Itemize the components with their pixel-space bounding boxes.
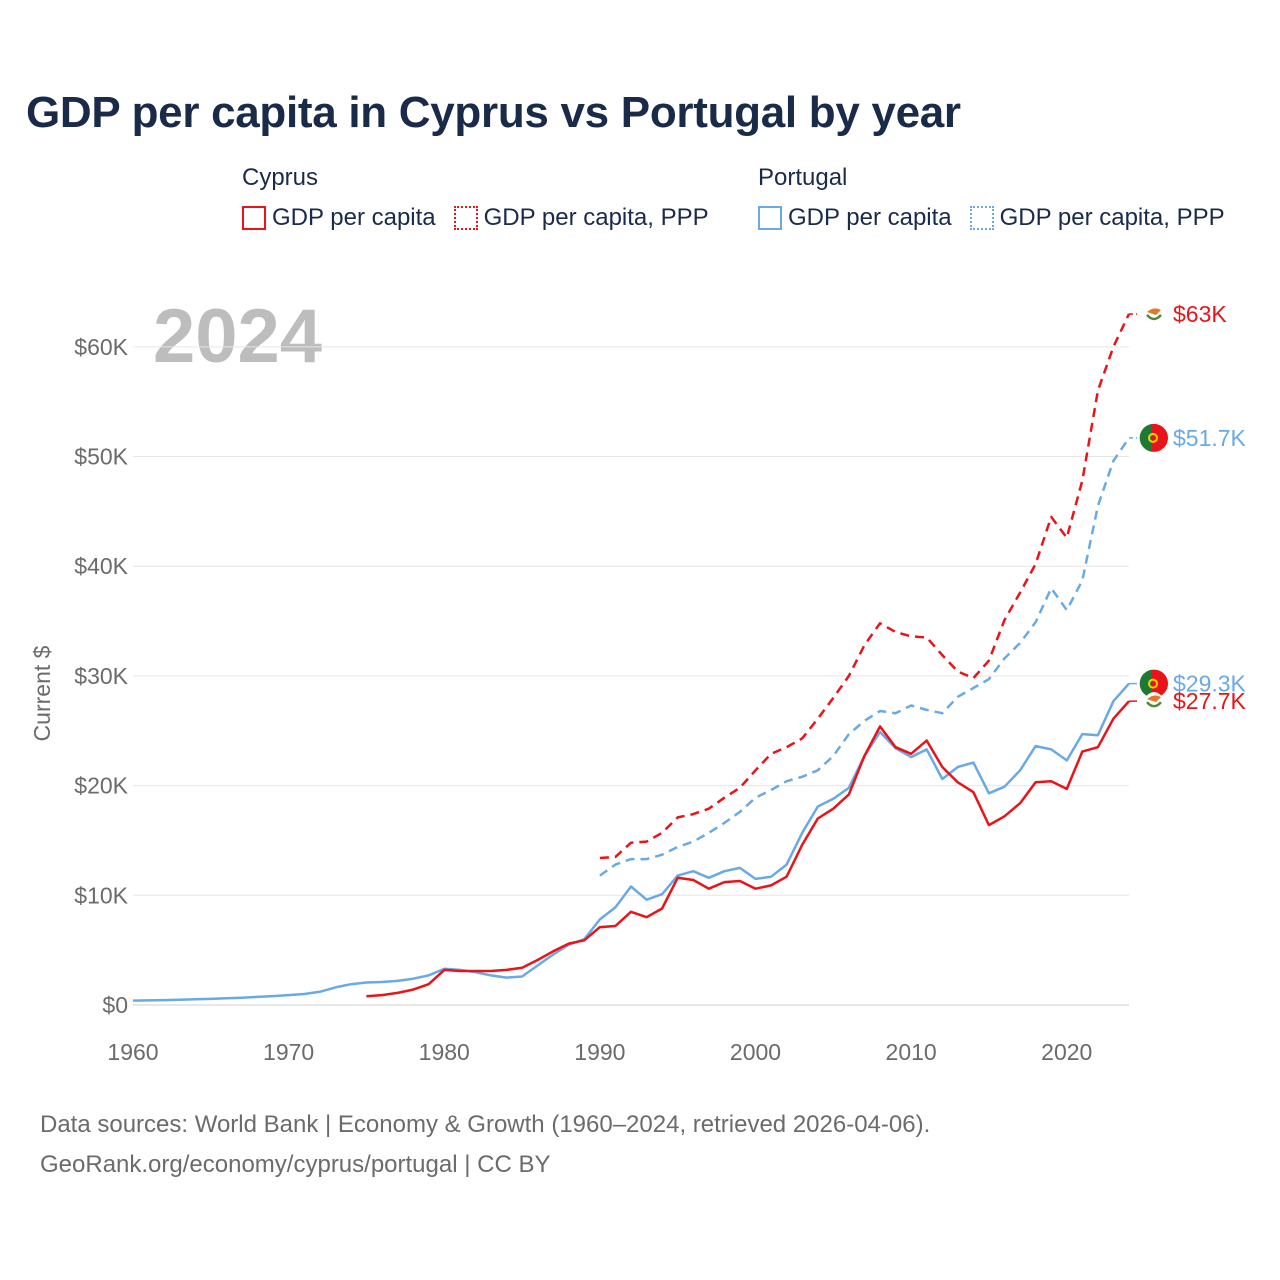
cyprus-flag-branches <box>1146 314 1162 321</box>
legend-label-portugal-ppp: GDP per capita, PPP <box>999 204 1225 231</box>
y-tick-label: $60K <box>74 334 128 360</box>
x-tick-label: 2010 <box>886 1039 937 1065</box>
end-value-label: $29.3K <box>1173 671 1247 697</box>
legend-country-portugal: Portugal <box>758 164 848 191</box>
end-value-label: $63K <box>1173 301 1227 327</box>
x-tick-label: 1980 <box>419 1039 470 1065</box>
legend-swatch-portugal-ppp <box>969 206 994 230</box>
cyprus-flag-island <box>1147 308 1161 315</box>
series-line-portugal-gdp-per-capita <box>132 682 1130 1002</box>
cyprus-flag-island <box>1147 695 1161 703</box>
legend-label-cyprus-ppp: GDP per capita, PPP <box>483 204 709 231</box>
legend-item-portugal-gdp[interactable]: GDP per capita <box>758 204 952 232</box>
legend-cyprus: Cyprus GDP per capita GDP per capita, PP… <box>242 162 727 232</box>
legend-item-cyprus-ppp[interactable]: GDP per capita, PPP <box>453 204 709 232</box>
cyprus-flag-branches <box>1146 701 1162 708</box>
y-tick-label: $0 <box>102 992 128 1018</box>
portugal-flag-green <box>1139 669 1152 698</box>
year-watermark: 2024 <box>153 294 322 379</box>
y-tick-label: $20K <box>74 773 128 799</box>
legend-portugal: Portugal GDP per capita GDP per capita, … <box>758 162 1243 232</box>
y-tick-label: $50K <box>74 444 128 470</box>
footer-sources: Data sources: World Bank | Economy & Gro… <box>40 1111 931 1138</box>
series-line-cyprus-gdp-per-capita-ppp <box>599 313 1131 860</box>
series-line-cyprus-gdp-per-capita <box>366 700 1130 998</box>
legend-country-cyprus: Cyprus <box>242 164 319 191</box>
footer-attribution[interactable]: GeoRank.org/economy/cyprus/portugal | CC… <box>40 1151 551 1178</box>
x-tick-label: 1970 <box>263 1039 314 1065</box>
portugal-flag-emblem <box>1148 678 1158 689</box>
portugal-flag-emblem <box>1148 432 1158 443</box>
legend-label-cyprus-gdp: GDP per capita <box>272 204 436 231</box>
legend-swatch-cyprus-gdp <box>242 206 266 230</box>
portugal-flag-green <box>1139 423 1152 452</box>
legend-item-cyprus-gdp[interactable]: GDP per capita <box>242 204 436 232</box>
x-tick-label: 2020 <box>1041 1039 1092 1065</box>
series-line-portugal-gdp-per-capita-ppp <box>599 437 1131 877</box>
x-tick-label: 1990 <box>574 1039 625 1065</box>
legend-item-portugal-ppp[interactable]: GDP per capita, PPP <box>969 204 1225 232</box>
y-axis-title: Current $ <box>29 645 55 741</box>
legend-swatch-cyprus-ppp <box>453 206 478 230</box>
footer: Data sources: World Bank | Economy & Gro… <box>40 1105 930 1185</box>
y-tick-label: $40K <box>74 553 128 579</box>
y-tick-label: $30K <box>74 663 128 689</box>
end-value-label: $27.7K <box>1173 688 1247 714</box>
x-tick-label: 2000 <box>730 1039 781 1065</box>
chart-title: GDP per capita in Cyprus vs Portugal by … <box>26 88 961 137</box>
y-tick-label: $10K <box>74 882 128 908</box>
legend-label-portugal-gdp: GDP per capita <box>788 204 952 231</box>
legend-swatch-portugal-gdp <box>758 206 782 230</box>
x-tick-label: 1960 <box>107 1039 158 1065</box>
end-value-label: $51.7K <box>1173 425 1247 451</box>
